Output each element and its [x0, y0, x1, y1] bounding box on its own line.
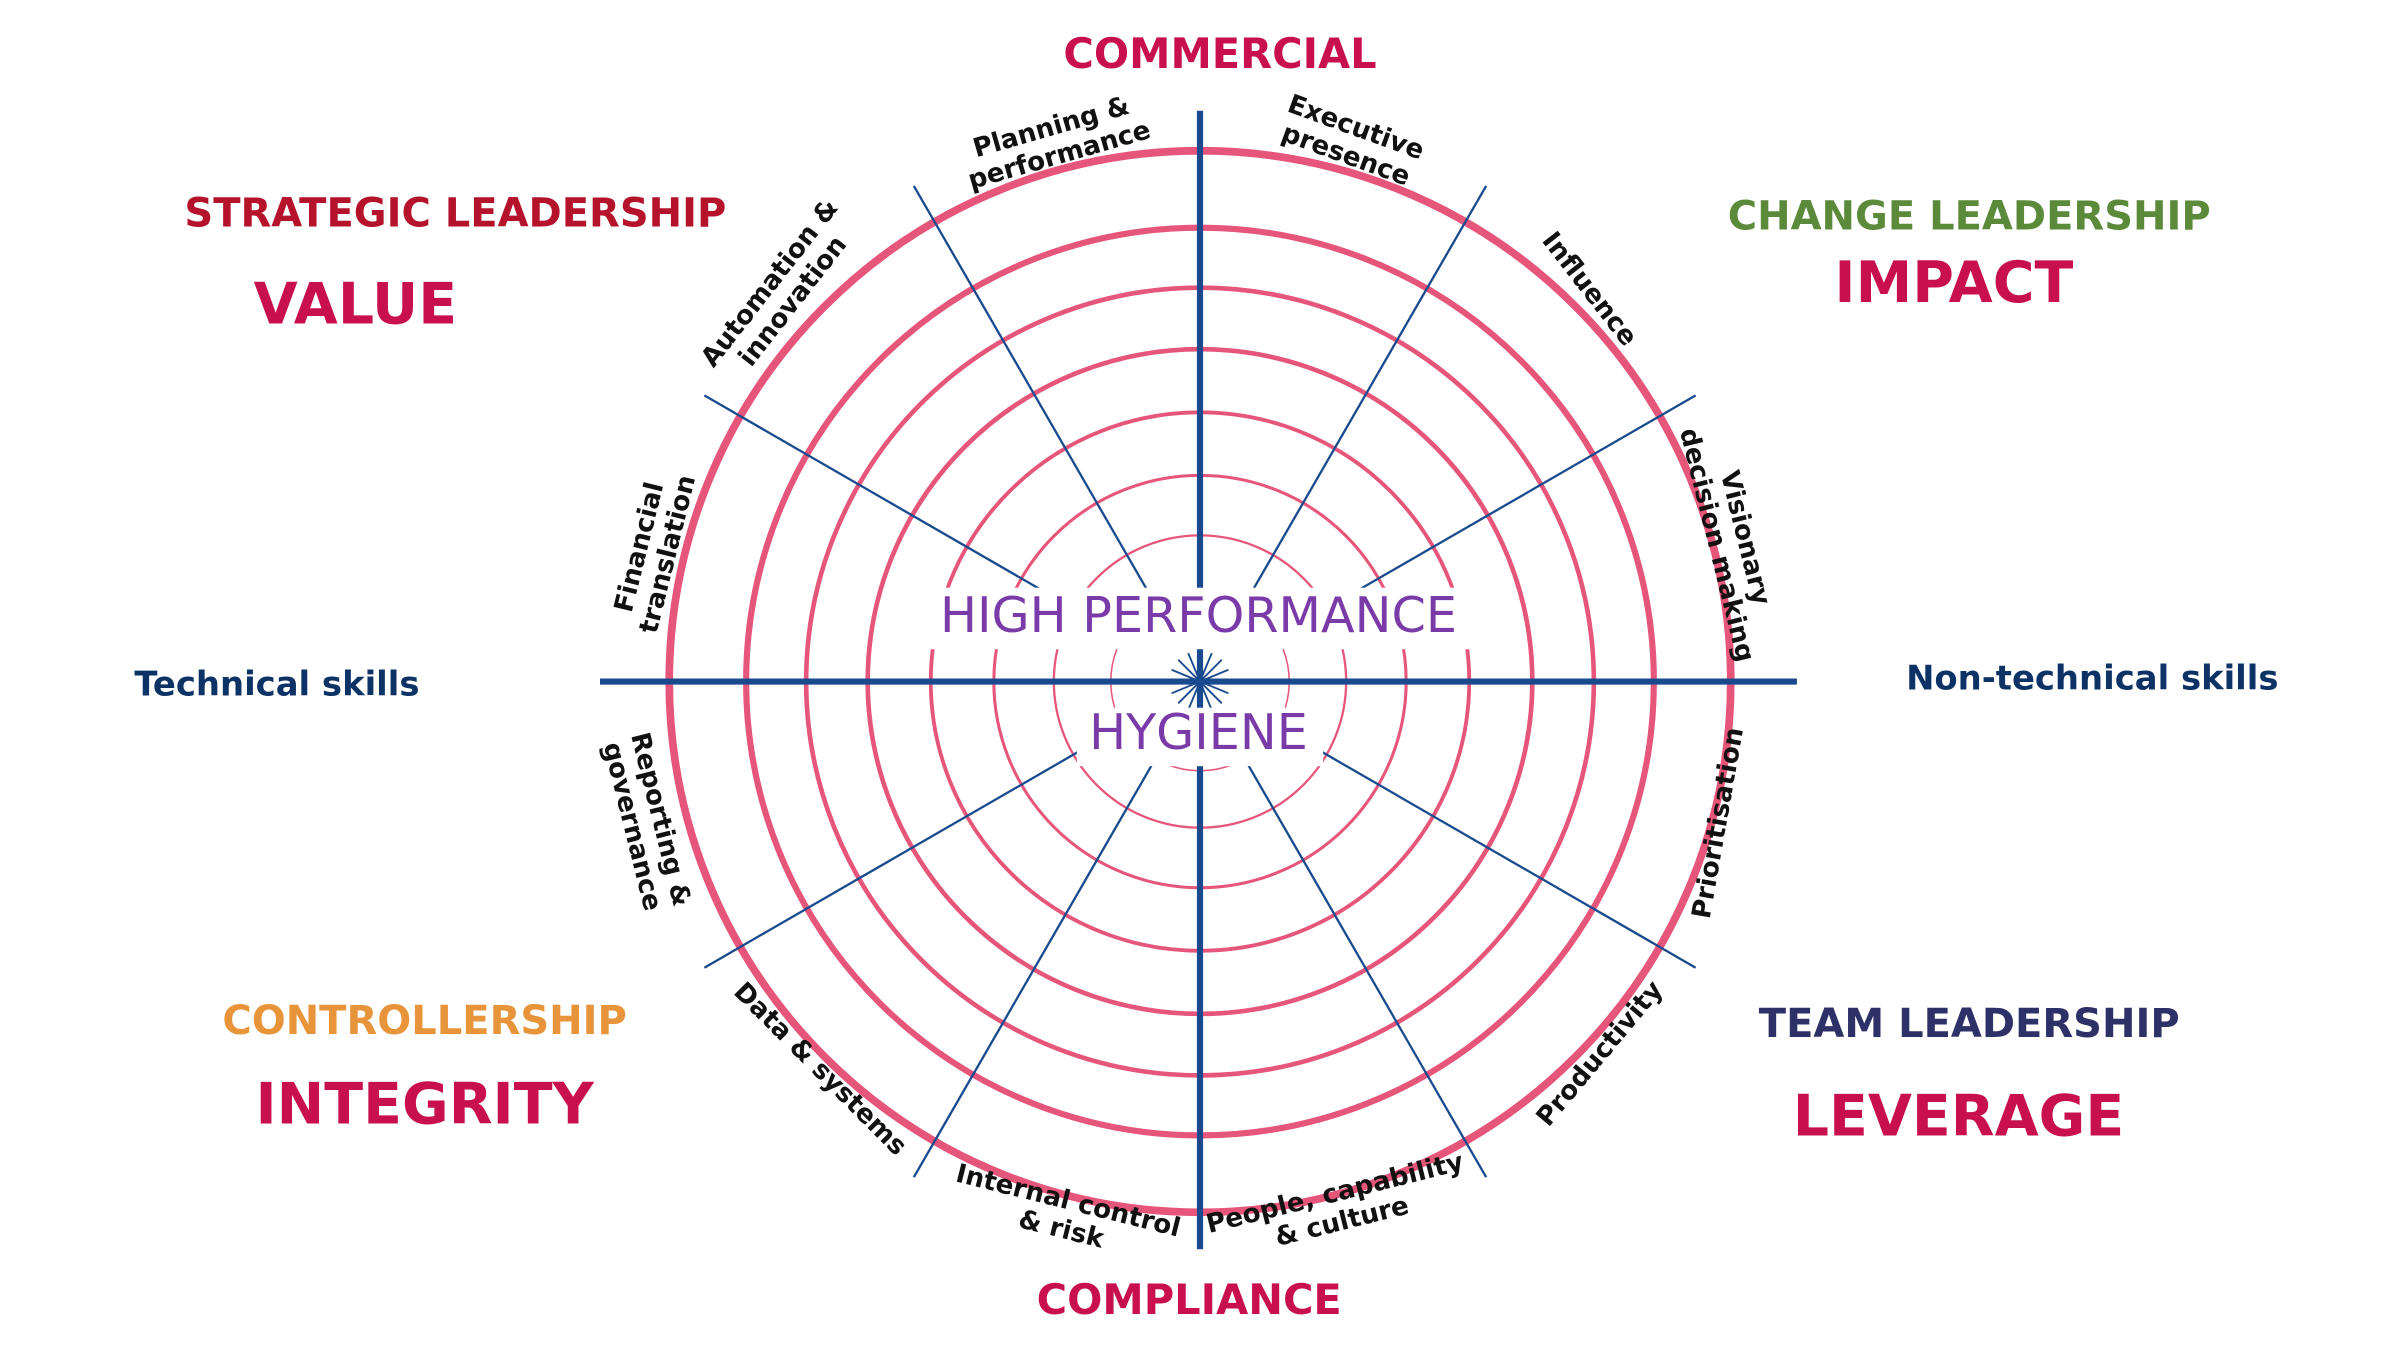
- spoke: [1245, 185, 1488, 603]
- center-star: [1177, 659, 1201, 683]
- quadrant-title: STRATEGIC LEADERSHIP: [184, 190, 726, 236]
- segment-label: Planning &performance: [957, 87, 1154, 196]
- axis-top: COMMERCIAL: [1063, 29, 1376, 78]
- axis-right: Non-technical skills: [1906, 659, 2278, 698]
- quadrant-subtitle: LEVERAGE: [1793, 1084, 2125, 1150]
- quadrant-subtitle: VALUE: [254, 271, 458, 337]
- center-backdrop: [1076, 707, 1324, 767]
- spoke: [1245, 760, 1488, 1178]
- segment-label: Productivity: [1530, 975, 1669, 1132]
- center-star: [1199, 680, 1223, 704]
- quadrant-title: TEAM LEADERSHIP: [1759, 1001, 2180, 1047]
- segment-label: People, capability& culture: [1203, 1147, 1473, 1268]
- center-backdrop: [930, 587, 1470, 650]
- segment-label-line: Prioritisation: [1686, 725, 1749, 921]
- quadrant-subtitle: INTEGRITY: [256, 1071, 595, 1137]
- segment-label: Internal control& risk: [946, 1158, 1184, 1271]
- segment-label: Executivepresence: [1274, 89, 1428, 193]
- axis-left: Technical skills: [134, 665, 419, 704]
- spoke: [912, 760, 1155, 1178]
- spoke: [912, 185, 1155, 603]
- segment-label-line: Productivity: [1530, 975, 1669, 1132]
- spoke: [703, 726, 1121, 969]
- center-upper: HIGH PERFORMANCE: [940, 586, 1457, 644]
- segment-label: Visionarydecision making: [1674, 418, 1789, 665]
- center-lower: HYGIENE: [1089, 703, 1308, 761]
- center-star: [1199, 659, 1223, 683]
- quadrant-title: CHANGE LEADERSHIP: [1728, 193, 2211, 239]
- quadrant-subtitle: IMPACT: [1834, 250, 2073, 316]
- segment-label: Prioritisation: [1686, 725, 1749, 921]
- spoke: [1279, 726, 1697, 969]
- axis-bottom: COMPLIANCE: [1037, 1275, 1342, 1324]
- center-star: [1177, 680, 1201, 704]
- segment-label: Reporting &governance: [596, 729, 697, 916]
- quadrant-title: CONTROLLERSHIP: [222, 998, 627, 1044]
